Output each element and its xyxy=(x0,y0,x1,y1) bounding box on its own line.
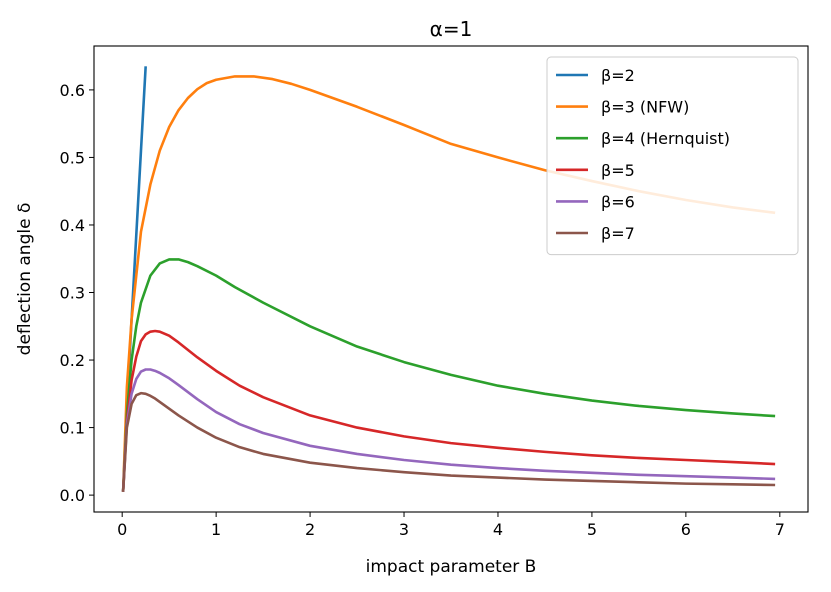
x-tick-label: 1 xyxy=(211,520,221,539)
legend-label: β=6 xyxy=(601,192,635,211)
y-tick-label: 0.2 xyxy=(60,351,85,370)
x-tick-label: 3 xyxy=(399,520,409,539)
legend-label: β=3 (NFW) xyxy=(601,98,689,117)
legend-label: β=4 (Hernquist) xyxy=(601,129,730,148)
y-tick-label: 0.6 xyxy=(60,81,85,100)
y-tick-label: 0.5 xyxy=(60,148,85,167)
x-tick-label: 6 xyxy=(681,520,691,539)
y-tick-label: 0.3 xyxy=(60,284,85,303)
series-line-3 xyxy=(121,258,776,492)
chart-title: α=1 xyxy=(430,17,473,41)
x-tick-label: 0 xyxy=(117,520,127,539)
series-line-6 xyxy=(121,391,776,492)
y-tick-label: 0.1 xyxy=(60,419,85,438)
legend-label: β=7 xyxy=(601,224,635,243)
legend-box xyxy=(546,56,799,256)
x-tick-label: 7 xyxy=(775,520,785,539)
x-tick-label: 5 xyxy=(587,520,597,539)
legend-label: β=2 xyxy=(601,66,635,85)
legend-label: β=5 xyxy=(601,161,635,180)
legend: β=2 β=3 (NFW) β=4 (Hernquist) β=5 β=6 β=7 xyxy=(546,56,799,256)
x-axis-ticks: 0 1 2 3 4 5 6 7 xyxy=(117,512,785,539)
x-tick-label: 4 xyxy=(493,520,503,539)
series-line-5 xyxy=(121,368,776,492)
x-tick-label: 2 xyxy=(305,520,315,539)
plot-frame xyxy=(93,45,809,513)
y-tick-label: 0.4 xyxy=(60,216,85,235)
series-line-4 xyxy=(121,329,776,492)
y-axis-ticks: 0.0 0.1 0.2 0.3 0.4 0.5 0.6 xyxy=(60,81,94,505)
x-axis-label: impact parameter B xyxy=(366,557,537,577)
y-axis-label: deflection angle δ xyxy=(15,203,35,356)
y-tick-label: 0.0 xyxy=(60,486,85,505)
